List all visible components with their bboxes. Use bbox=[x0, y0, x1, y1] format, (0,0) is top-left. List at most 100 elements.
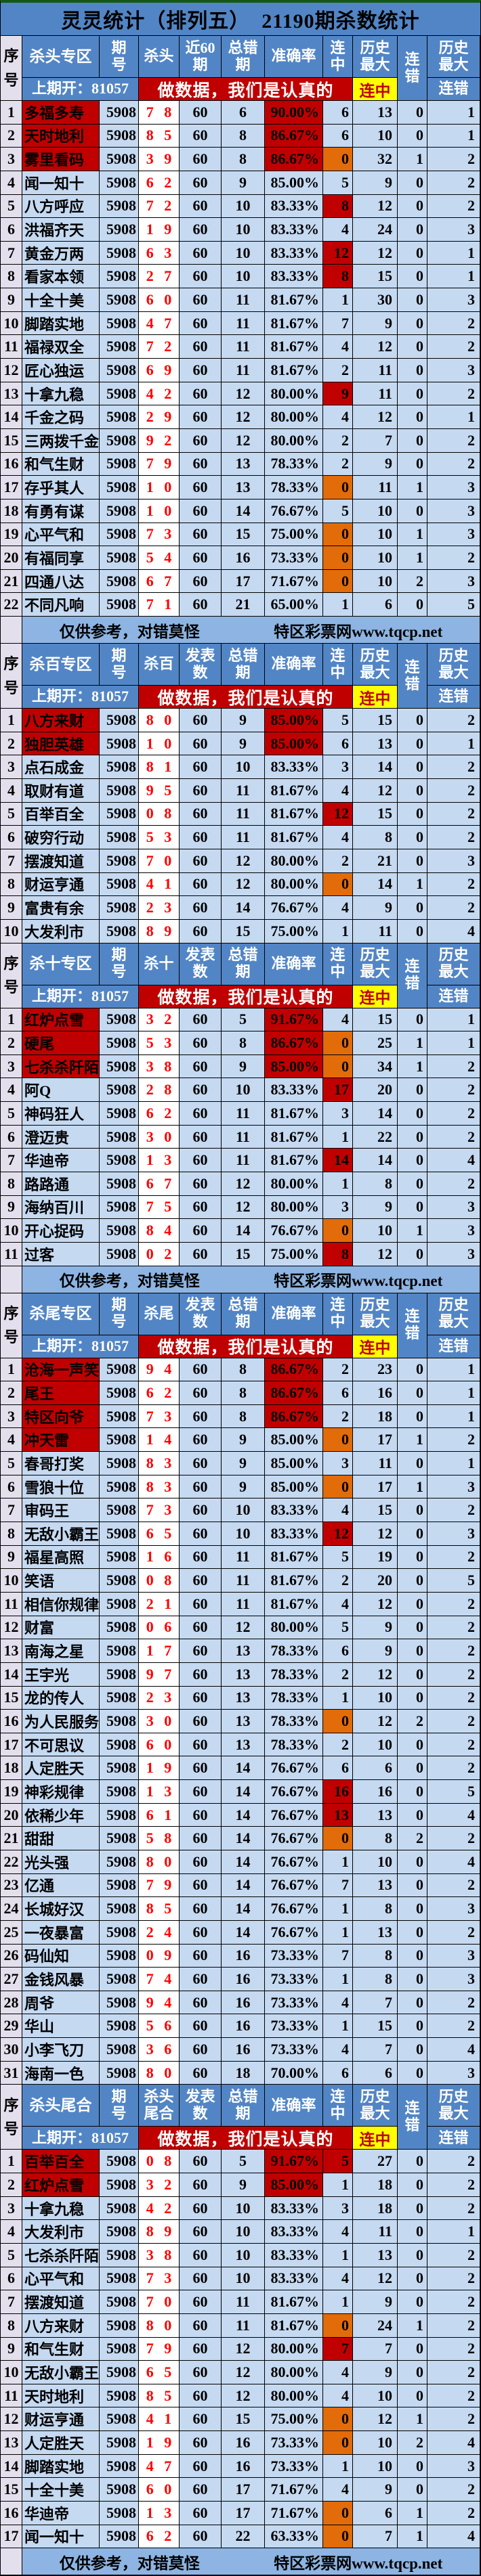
cell-streak-miss-max: 1 bbox=[427, 1008, 480, 1032]
cell-streak-miss: 0 bbox=[398, 2173, 427, 2197]
cell-period: 5908 bbox=[100, 2502, 139, 2525]
cell-zone-name: 十拿九稳 bbox=[22, 382, 100, 406]
cell-streak-hit-max: 25 bbox=[353, 1031, 398, 1055]
cell-streak-miss-max: 4 bbox=[427, 2431, 480, 2455]
cell-streak-hit: 9 bbox=[323, 382, 353, 406]
cell-streak-miss-max: 3 bbox=[427, 1897, 480, 1921]
cell-publish-count: 60 bbox=[180, 1686, 222, 1710]
cell-streak-miss: 0 bbox=[398, 2478, 427, 2502]
cell-kill-numbers: 8 5 bbox=[139, 1897, 180, 1921]
cell-total-wrong: 16 bbox=[222, 2454, 265, 2479]
table-row: 3 十拿九稳 5908 4 2 60 10 83.33% 3 18 0 2 bbox=[1, 2196, 480, 2221]
cell-streak-miss: 0 bbox=[398, 218, 427, 242]
cell-streak-miss: 1 bbox=[398, 1475, 427, 1499]
table-row: 24 长城好汉 5908 8 5 60 14 76.67% 1 8 0 3 bbox=[1, 1897, 480, 1921]
cell-streak-hit-max: 12 bbox=[353, 1662, 398, 1687]
cell-streak-hit: 0 bbox=[323, 872, 353, 897]
cell-kill-numbers: 1 3 bbox=[139, 1780, 180, 1804]
cell-streak-hit: 6 bbox=[323, 732, 353, 756]
streak-hit-tag: 连中 bbox=[353, 985, 398, 1008]
cell-period: 5908 bbox=[100, 1873, 139, 1898]
cell-streak-hit: 2 bbox=[323, 1404, 353, 1429]
table-row: 8 八方来财 5908 8 0 60 11 81.67% 0 24 1 2 bbox=[1, 2313, 480, 2338]
cell-streak-hit: 6 bbox=[323, 1756, 353, 1781]
table-row: 20 有福同享 5908 5 4 60 16 73.33% 0 10 1 2 bbox=[1, 546, 480, 570]
cell-kill-numbers: 4 7 bbox=[139, 2454, 180, 2479]
cell-kill-numbers: 3 2 bbox=[139, 2173, 180, 2197]
cell-streak-hit-max: 9 bbox=[353, 1616, 398, 1640]
header-history-max-miss: 历史 最大 bbox=[427, 36, 480, 78]
cell-zone-name: 财运亨通 bbox=[22, 2407, 100, 2432]
cell-kill-numbers: 9 7 bbox=[139, 1662, 180, 1687]
header-period: 期 号 bbox=[100, 2085, 139, 2127]
cell-accuracy: 80.00% bbox=[265, 1172, 323, 1196]
cell-seq: 1 bbox=[1, 1008, 22, 1032]
cell-streak-miss: 0 bbox=[398, 1686, 427, 1710]
cell-zone-name: 多福多寿 bbox=[22, 101, 100, 125]
cell-kill-numbers: 3 6 bbox=[139, 2038, 180, 2062]
streak-miss-tag: 连错 bbox=[427, 985, 480, 1008]
cell-streak-hit-max: 7 bbox=[353, 2337, 398, 2361]
header-streak-miss: 连 错 bbox=[398, 644, 427, 709]
header-seq: 序 号 bbox=[1, 943, 22, 1008]
cell-streak-hit-max: 13 bbox=[353, 1803, 398, 1827]
cell-publish-count: 60 bbox=[180, 2431, 222, 2455]
cell-seq: 11 bbox=[1, 335, 22, 359]
cell-total-wrong: 14 bbox=[222, 1920, 265, 1945]
cell-publish-count: 60 bbox=[180, 802, 222, 826]
cell-accuracy: 73.33% bbox=[265, 2014, 323, 2039]
cell-zone-name: 匠心独运 bbox=[22, 359, 100, 382]
cell-accuracy: 85.00% bbox=[265, 732, 323, 756]
table-row: 8 看家本领 5908 2 7 60 10 83.33% 8 15 0 1 bbox=[1, 265, 480, 289]
cell-streak-miss-max: 2 bbox=[427, 1498, 480, 1523]
cell-streak-hit: 0 bbox=[323, 1054, 353, 1079]
cell-seq: 5 bbox=[1, 1102, 22, 1126]
cell-publish-count: 60 bbox=[180, 1569, 222, 1593]
cell-streak-miss: 2 bbox=[398, 569, 427, 594]
cell-accuracy: 80.00% bbox=[265, 2384, 323, 2408]
table-row: 30 小李飞刀 5908 3 6 60 16 73.33% 4 7 0 4 bbox=[1, 2038, 480, 2062]
cell-streak-hit: 16 bbox=[323, 1780, 353, 1804]
last-draw-label: 上期开：81057 bbox=[22, 1335, 139, 1358]
cell-streak-miss-max: 2 bbox=[427, 2196, 480, 2221]
cell-streak-hit: 13 bbox=[323, 1803, 353, 1827]
cell-total-wrong: 14 bbox=[222, 1873, 265, 1898]
cell-total-wrong: 12 bbox=[222, 382, 265, 406]
cell-zone-name: 海南一色 bbox=[22, 2061, 100, 2085]
cell-total-wrong: 13 bbox=[222, 1710, 265, 1733]
cell-streak-hit: 1 bbox=[323, 1968, 353, 1991]
table-row: 3 雾里看码 5908 3 9 60 8 86.67% 0 32 1 2 bbox=[1, 148, 480, 171]
cell-period: 5908 bbox=[100, 2313, 139, 2338]
cell-streak-miss-max: 3 bbox=[427, 218, 480, 242]
cell-period: 5908 bbox=[100, 288, 139, 312]
cell-publish-count: 60 bbox=[180, 2014, 222, 2039]
cell-zone-name: 尾王 bbox=[22, 1381, 100, 1405]
cell-accuracy: 70.00% bbox=[265, 2061, 323, 2085]
cell-streak-hit-max: 15 bbox=[353, 1008, 398, 1032]
cell-streak-miss-max: 2 bbox=[427, 1054, 480, 1079]
cell-accuracy: 71.67% bbox=[265, 2478, 323, 2502]
cell-seq: 1 bbox=[1, 101, 22, 125]
cell-kill-numbers: 8 0 bbox=[139, 2313, 180, 2338]
section-header: 序 号杀百专区期 号杀百 发表 数总错 期准确率连 中历史 最大连 错历史 最大上… bbox=[1, 644, 480, 709]
cell-streak-hit-max: 12 bbox=[353, 194, 398, 219]
cell-streak-hit: 1 bbox=[323, 2173, 353, 2197]
cell-total-wrong: 22 bbox=[222, 2525, 265, 2549]
cell-streak-hit: 2 bbox=[323, 359, 353, 382]
cell-streak-miss: 0 bbox=[398, 1592, 427, 1616]
cell-streak-hit-max: 20 bbox=[353, 1078, 398, 1103]
cell-kill-numbers: 6 9 bbox=[139, 359, 180, 382]
cell-kill-numbers: 3 8 bbox=[139, 2243, 180, 2267]
table-row: 1 沧海一声笑 5908 9 4 60 8 86.67% 2 23 0 1 bbox=[1, 1358, 480, 1382]
cell-streak-hit: 7 bbox=[323, 2337, 353, 2361]
cell-publish-count: 60 bbox=[180, 1897, 222, 1921]
cell-accuracy: 80.00% bbox=[265, 428, 323, 453]
cell-kill-numbers: 0 9 bbox=[139, 1944, 180, 1968]
streak-hit-tag: 连中 bbox=[353, 2127, 398, 2150]
cell-kill-numbers: 7 3 bbox=[139, 1404, 180, 1429]
cell-publish-count: 60 bbox=[180, 523, 222, 547]
header-history-max-miss: 历史 最大 bbox=[427, 644, 480, 686]
cell-kill-numbers: 7 1 bbox=[139, 593, 180, 617]
cell-streak-miss-max: 2 bbox=[427, 1686, 480, 1710]
cell-streak-miss: 0 bbox=[398, 1991, 427, 2015]
